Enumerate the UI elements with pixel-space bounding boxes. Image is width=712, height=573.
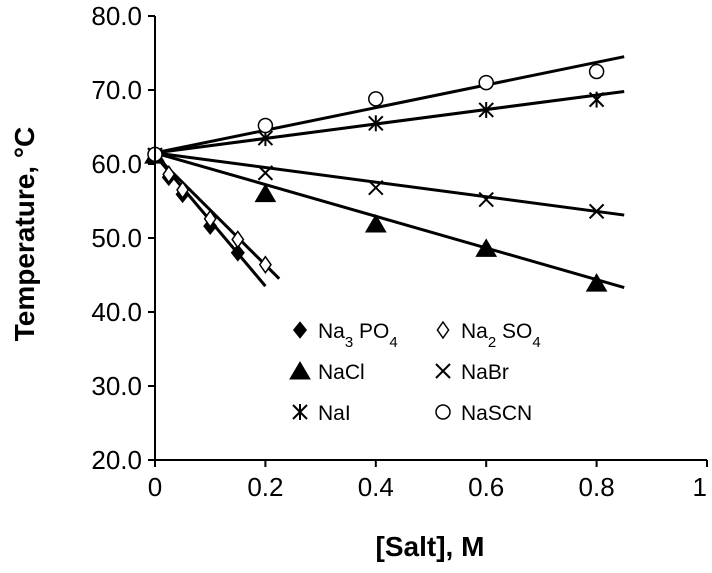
legend-label: Na2 SO4 xyxy=(461,320,541,351)
point-nascn xyxy=(588,63,605,80)
point-nacl xyxy=(254,183,277,203)
legend-label: NaI xyxy=(318,402,351,425)
legend-item-nascn: NaSCN xyxy=(435,402,532,425)
legend-item-na2so4: Na2 SO4 xyxy=(436,320,541,351)
point-nacl xyxy=(475,238,498,257)
fit-line-nai xyxy=(154,89,625,155)
point-na3po4 xyxy=(230,243,245,262)
y-tick-label: 40.0 xyxy=(91,297,142,327)
point-nabr xyxy=(478,191,494,208)
legend-label: NaSCN xyxy=(461,402,532,425)
legend-marker-nacl xyxy=(289,361,311,380)
legend: Na3 PO4 Na2 SO4 NaCl NaBr NaI NaSCN xyxy=(289,320,541,425)
x-axis-title: [Salt], M xyxy=(376,531,485,562)
legend-marker-nai xyxy=(292,404,308,420)
point-nabr xyxy=(588,203,605,220)
fit-line-nascn xyxy=(154,55,625,155)
legend-marker-na2so4 xyxy=(436,320,450,340)
point-nabr xyxy=(368,179,384,196)
legend-item-na3po4: Na3 PO4 xyxy=(292,320,398,351)
x-tick-label: 1 xyxy=(693,472,707,502)
point-na2so4 xyxy=(176,180,190,200)
point-nacl xyxy=(364,213,387,233)
legend-label: NaBr xyxy=(461,361,509,384)
fit-line-na2so4 xyxy=(153,154,281,280)
data-markers xyxy=(144,63,608,292)
legend-marker-nabr xyxy=(435,363,451,379)
legend-item-nacl: NaCl xyxy=(289,361,365,384)
legend-label: Na3 PO4 xyxy=(318,320,398,351)
point-na2so4 xyxy=(162,165,176,184)
legend-marker-na3po4 xyxy=(292,321,308,339)
point-nascn xyxy=(478,74,494,91)
point-nascn xyxy=(257,117,274,134)
y-tick-label: 70.0 xyxy=(91,75,142,105)
fit-lines xyxy=(153,55,625,290)
point-nacl xyxy=(585,273,608,292)
point-nai xyxy=(588,91,605,108)
x-tick-label: 0 xyxy=(148,472,162,502)
point-na2so4 xyxy=(231,230,245,249)
legend-item-nabr: NaBr xyxy=(435,361,509,384)
point-nai xyxy=(478,101,494,118)
y-tick-label: 60.0 xyxy=(91,149,142,179)
fit-line-nabr xyxy=(154,151,625,217)
y-tick-label: 20.0 xyxy=(91,445,142,475)
y-axis-title: Temperature, °C xyxy=(9,127,40,342)
x-tick-label: 0.6 xyxy=(468,472,504,502)
x-tick-label: 0.4 xyxy=(358,472,394,502)
legend-label: NaCl xyxy=(318,361,365,384)
fit-line-nacl xyxy=(154,151,625,290)
x-tick-label: 0.8 xyxy=(579,472,615,502)
y-tick-label: 80.0 xyxy=(91,1,142,31)
point-nai xyxy=(368,115,384,132)
y-tick-label: 50.0 xyxy=(91,223,142,253)
point-na2so4 xyxy=(258,255,272,274)
x-tick-label: 0.2 xyxy=(247,472,283,502)
point-na2so4 xyxy=(203,209,217,229)
axes: 20.0 30.0 40.0 50.0 60.0 70.0 80.0 0 0.2 0.4 0.6 0.… xyxy=(91,1,708,502)
point-nascn xyxy=(368,91,384,107)
legend-item-nai: NaI xyxy=(292,402,351,425)
legend-marker-nascn xyxy=(435,404,451,420)
y-tick-label: 30.0 xyxy=(91,371,142,401)
point-nabr xyxy=(257,165,274,181)
